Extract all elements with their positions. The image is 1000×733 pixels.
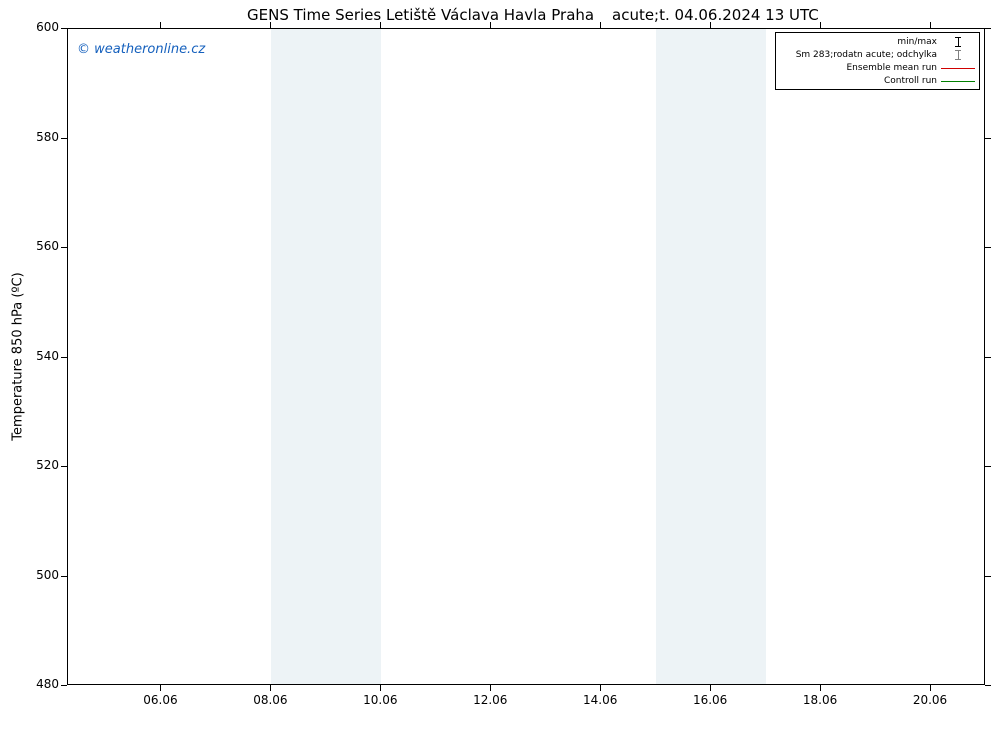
x-tick [820, 22, 821, 28]
y-tick [985, 685, 991, 686]
y-tick-label: 540 [23, 349, 59, 363]
legend-item-label: Ensemble mean run [847, 63, 942, 73]
y-tick [985, 138, 991, 139]
y-tick-label: 500 [23, 568, 59, 582]
chart-title-left: GENS Time Series Letiště Václava Havla P… [247, 6, 594, 24]
y-tick-label: 520 [23, 458, 59, 472]
x-tick-label: 06.06 [143, 693, 177, 707]
chart-container: GENS Time Series Letiště Václava Havla P… [0, 0, 1000, 733]
x-tick [600, 22, 601, 28]
x-tick [930, 685, 931, 691]
legend-item-label: Controll run [884, 76, 941, 86]
x-tick [710, 22, 711, 28]
y-tick [61, 138, 67, 139]
x-tick-label: 12.06 [473, 693, 507, 707]
chart-title-right: acute;t. 04.06.2024 13 UTC [612, 6, 819, 24]
x-tick-label: 20.06 [913, 693, 947, 707]
legend-swatch [941, 50, 975, 60]
y-tick [61, 466, 67, 467]
legend-item: Sm 283;rodatn acute; odchylka [780, 48, 975, 61]
y-tick [985, 576, 991, 577]
y-tick [61, 247, 67, 248]
legend-swatch [941, 76, 975, 86]
y-tick [61, 576, 67, 577]
y-tick [985, 28, 991, 29]
legend-item: min/max [780, 35, 975, 48]
y-tick-label: 580 [23, 130, 59, 144]
legend-item-label: min/max [897, 37, 941, 47]
x-tick [820, 685, 821, 691]
legend: min/max Sm 283;rodatn acute; odchylka Ense… [775, 32, 980, 90]
x-tick [270, 22, 271, 28]
y-tick [61, 28, 67, 29]
x-tick-label: 10.06 [363, 693, 397, 707]
x-tick [160, 685, 161, 691]
plot-area [67, 28, 985, 685]
watermark-text: © weatheronline.cz [77, 42, 205, 57]
legend-item-label: Sm 283;rodatn acute; odchylka [796, 50, 941, 60]
x-tick [600, 685, 601, 691]
weekend-band [656, 29, 766, 684]
x-tick-label: 08.06 [253, 693, 287, 707]
y-tick-label: 600 [23, 20, 59, 34]
x-tick [490, 685, 491, 691]
legend-item: Ensemble mean run [780, 61, 975, 74]
y-tick [61, 357, 67, 358]
x-tick-label: 18.06 [803, 693, 837, 707]
legend-swatch [941, 37, 975, 47]
y-tick [61, 685, 67, 686]
x-tick [380, 22, 381, 28]
x-tick [160, 22, 161, 28]
y-tick [985, 357, 991, 358]
x-tick-label: 14.06 [583, 693, 617, 707]
x-tick [930, 22, 931, 28]
y-tick-label: 480 [23, 677, 59, 691]
x-tick [490, 22, 491, 28]
x-tick [710, 685, 711, 691]
x-tick [380, 685, 381, 691]
y-tick [985, 247, 991, 248]
y-tick [985, 466, 991, 467]
weekend-band [271, 29, 381, 684]
x-tick-label: 16.06 [693, 693, 727, 707]
y-tick-label: 560 [23, 239, 59, 253]
legend-item: Controll run [780, 74, 975, 87]
legend-swatch [941, 63, 975, 73]
x-tick [270, 685, 271, 691]
